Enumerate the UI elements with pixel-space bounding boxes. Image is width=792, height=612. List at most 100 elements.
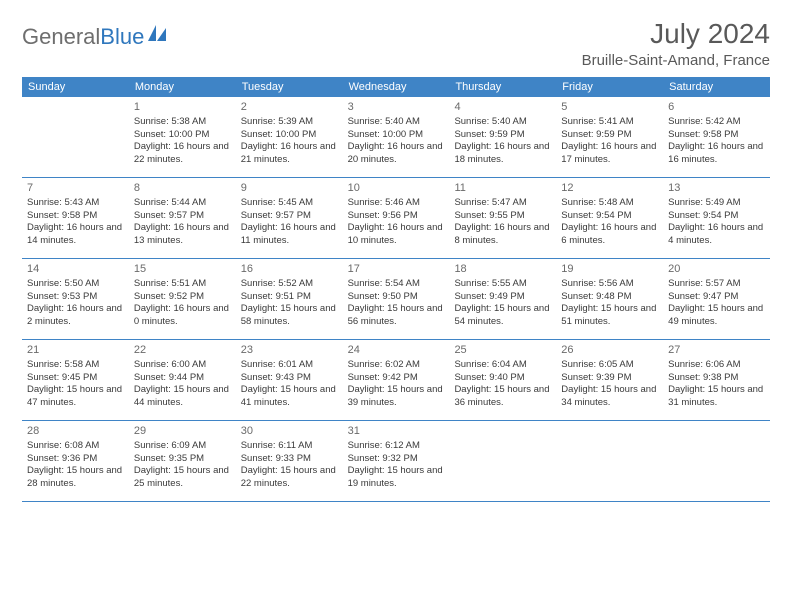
weekday-header: Tuesday — [236, 77, 343, 97]
sunrise-line: Sunrise: 5:39 AM — [241, 116, 338, 129]
sunrise-line: Sunrise: 5:38 AM — [134, 116, 231, 129]
day-cell: 7Sunrise: 5:43 AMSunset: 9:58 PMDaylight… — [22, 178, 129, 258]
sunset-line: Sunset: 9:45 PM — [27, 372, 124, 385]
sunrise-line: Sunrise: 5:46 AM — [348, 197, 445, 210]
daylight-line: Daylight: 16 hours and 0 minutes. — [134, 303, 231, 329]
daylight-line: Daylight: 16 hours and 16 minutes. — [668, 141, 765, 167]
day-cell: 16Sunrise: 5:52 AMSunset: 9:51 PMDayligh… — [236, 259, 343, 339]
daylight-line: Daylight: 15 hours and 51 minutes. — [561, 303, 658, 329]
day-cell: 30Sunrise: 6:11 AMSunset: 9:33 PMDayligh… — [236, 421, 343, 501]
sunrise-line: Sunrise: 5:50 AM — [27, 278, 124, 291]
day-number: 2 — [241, 100, 338, 115]
sunset-line: Sunset: 9:58 PM — [27, 210, 124, 223]
weekday-header: Monday — [129, 77, 236, 97]
sunrise-line: Sunrise: 5:52 AM — [241, 278, 338, 291]
sunrise-line: Sunrise: 5:57 AM — [668, 278, 765, 291]
day-cell: 2Sunrise: 5:39 AMSunset: 10:00 PMDayligh… — [236, 97, 343, 177]
day-cell: 1Sunrise: 5:38 AMSunset: 10:00 PMDayligh… — [129, 97, 236, 177]
daylight-line: Daylight: 15 hours and 49 minutes. — [668, 303, 765, 329]
sunrise-line: Sunrise: 5:47 AM — [454, 197, 551, 210]
sunrise-line: Sunrise: 6:01 AM — [241, 359, 338, 372]
day-cell: 5Sunrise: 5:41 AMSunset: 9:59 PMDaylight… — [556, 97, 663, 177]
day-cell: 21Sunrise: 5:58 AMSunset: 9:45 PMDayligh… — [22, 340, 129, 420]
daylight-line: Daylight: 15 hours and 44 minutes. — [134, 384, 231, 410]
day-cell: 4Sunrise: 5:40 AMSunset: 9:59 PMDaylight… — [449, 97, 556, 177]
sunset-line: Sunset: 9:55 PM — [454, 210, 551, 223]
daylight-line: Daylight: 15 hours and 36 minutes. — [454, 384, 551, 410]
day-number: 14 — [27, 262, 124, 277]
daylight-line: Daylight: 15 hours and 58 minutes. — [241, 303, 338, 329]
sunrise-line: Sunrise: 5:43 AM — [27, 197, 124, 210]
day-cell: 11Sunrise: 5:47 AMSunset: 9:55 PMDayligh… — [449, 178, 556, 258]
sunrise-line: Sunrise: 6:12 AM — [348, 440, 445, 453]
day-number: 20 — [668, 262, 765, 277]
day-cell: 18Sunrise: 5:55 AMSunset: 9:49 PMDayligh… — [449, 259, 556, 339]
weekday-header: Saturday — [663, 77, 770, 97]
day-number: 9 — [241, 181, 338, 196]
day-cell: 3Sunrise: 5:40 AMSunset: 10:00 PMDayligh… — [343, 97, 450, 177]
day-number: 21 — [27, 343, 124, 358]
sunset-line: Sunset: 10:00 PM — [241, 129, 338, 142]
sunrise-line: Sunrise: 6:08 AM — [27, 440, 124, 453]
day-number: 30 — [241, 424, 338, 439]
day-number: 17 — [348, 262, 445, 277]
sunrise-line: Sunrise: 6:05 AM — [561, 359, 658, 372]
day-cell: 26Sunrise: 6:05 AMSunset: 9:39 PMDayligh… — [556, 340, 663, 420]
day-number: 5 — [561, 100, 658, 115]
day-cell: 23Sunrise: 6:01 AMSunset: 9:43 PMDayligh… — [236, 340, 343, 420]
sunset-line: Sunset: 9:58 PM — [668, 129, 765, 142]
sunrise-line: Sunrise: 5:41 AM — [561, 116, 658, 129]
daylight-line: Daylight: 16 hours and 11 minutes. — [241, 222, 338, 248]
day-number: 12 — [561, 181, 658, 196]
sunrise-line: Sunrise: 6:00 AM — [134, 359, 231, 372]
calendar: SundayMondayTuesdayWednesdayThursdayFrid… — [22, 77, 770, 502]
sunrise-line: Sunrise: 5:56 AM — [561, 278, 658, 291]
day-number: 3 — [348, 100, 445, 115]
sunrise-line: Sunrise: 5:42 AM — [668, 116, 765, 129]
day-cell: 24Sunrise: 6:02 AMSunset: 9:42 PMDayligh… — [343, 340, 450, 420]
sunset-line: Sunset: 9:43 PM — [241, 372, 338, 385]
logo-icon — [148, 23, 170, 49]
sunset-line: Sunset: 9:53 PM — [27, 291, 124, 304]
sunset-line: Sunset: 9:32 PM — [348, 453, 445, 466]
day-cell: 31Sunrise: 6:12 AMSunset: 9:32 PMDayligh… — [343, 421, 450, 501]
day-cell: 10Sunrise: 5:46 AMSunset: 9:56 PMDayligh… — [343, 178, 450, 258]
day-number: 25 — [454, 343, 551, 358]
week-row: 28Sunrise: 6:08 AMSunset: 9:36 PMDayligh… — [22, 421, 770, 502]
page-header: GeneralBlue July 2024 Bruille-Saint-Aman… — [22, 18, 770, 69]
sunset-line: Sunset: 9:50 PM — [348, 291, 445, 304]
daylight-line: Daylight: 16 hours and 22 minutes. — [134, 141, 231, 167]
daylight-line: Daylight: 15 hours and 41 minutes. — [241, 384, 338, 410]
day-number: 16 — [241, 262, 338, 277]
week-row: 1Sunrise: 5:38 AMSunset: 10:00 PMDayligh… — [22, 97, 770, 178]
calendar-body: 1Sunrise: 5:38 AMSunset: 10:00 PMDayligh… — [22, 97, 770, 502]
sunset-line: Sunset: 9:38 PM — [668, 372, 765, 385]
day-number: 27 — [668, 343, 765, 358]
daylight-line: Daylight: 15 hours and 54 minutes. — [454, 303, 551, 329]
day-cell — [663, 421, 770, 501]
sunset-line: Sunset: 9:59 PM — [561, 129, 658, 142]
daylight-line: Daylight: 16 hours and 20 minutes. — [348, 141, 445, 167]
sunset-line: Sunset: 9:56 PM — [348, 210, 445, 223]
daylight-line: Daylight: 16 hours and 8 minutes. — [454, 222, 551, 248]
sunrise-line: Sunrise: 5:48 AM — [561, 197, 658, 210]
weekday-header: Sunday — [22, 77, 129, 97]
daylight-line: Daylight: 15 hours and 28 minutes. — [27, 465, 124, 491]
day-number: 7 — [27, 181, 124, 196]
daylight-line: Daylight: 15 hours and 47 minutes. — [27, 384, 124, 410]
daylight-line: Daylight: 15 hours and 22 minutes. — [241, 465, 338, 491]
sunrise-line: Sunrise: 5:51 AM — [134, 278, 231, 291]
daylight-line: Daylight: 15 hours and 19 minutes. — [348, 465, 445, 491]
day-number: 6 — [668, 100, 765, 115]
day-number: 29 — [134, 424, 231, 439]
sunrise-line: Sunrise: 6:09 AM — [134, 440, 231, 453]
sunrise-line: Sunrise: 6:04 AM — [454, 359, 551, 372]
week-row: 14Sunrise: 5:50 AMSunset: 9:53 PM Dayligh… — [22, 259, 770, 340]
sunrise-line: Sunrise: 5:49 AM — [668, 197, 765, 210]
day-cell: 6Sunrise: 5:42 AMSunset: 9:58 PMDaylight… — [663, 97, 770, 177]
day-cell: 27Sunrise: 6:06 AMSunset: 9:38 PMDayligh… — [663, 340, 770, 420]
week-row: 7Sunrise: 5:43 AMSunset: 9:58 PM Daylight… — [22, 178, 770, 259]
daylight-line: Daylight: 15 hours and 34 minutes. — [561, 384, 658, 410]
sunset-line: Sunset: 9:57 PM — [241, 210, 338, 223]
day-cell: 22Sunrise: 6:00 AMSunset: 9:44 PMDayligh… — [129, 340, 236, 420]
